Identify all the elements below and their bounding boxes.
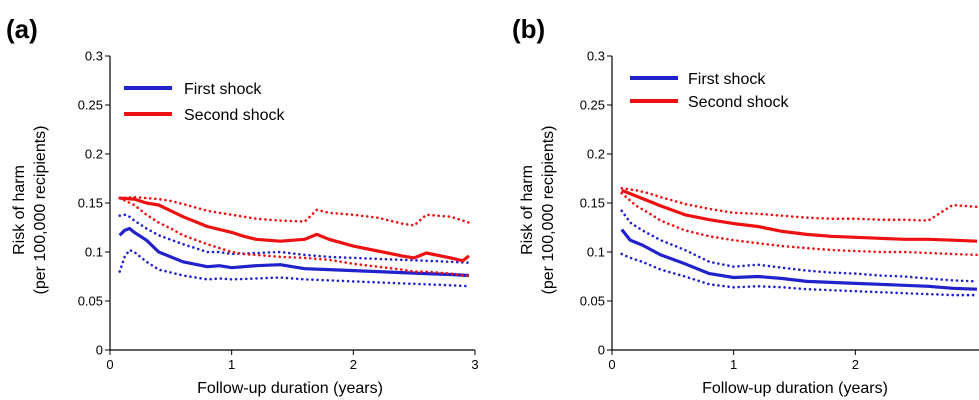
panel-a-y-axis-title-line1: Risk of harm (11, 165, 28, 255)
panel-b-y-axis-title-line1: Risk of harm (519, 165, 536, 255)
panel-b-x-tick-label: 1 (730, 357, 737, 372)
panel-a-x-tick-label: 2 (350, 357, 357, 372)
panel-b-first-shock-line (620, 228, 978, 291)
panel-a-y-axis-title-line2: (per 100,000 recipients) (32, 126, 49, 295)
panel-a-legend-second: Second shock (184, 107, 286, 124)
panel-b-y-tick-label: 0.3 (587, 49, 605, 64)
panel-a-second-shock-lower-bound (118, 196, 471, 277)
panel-b: (b) 0 0.05 0.1 0.15 0.2 0.25 0.3 0 1 2 Follow-up … (512, 14, 979, 397)
panel-a-x-tick-label: 1 (228, 357, 235, 372)
panel-b-x-tick-label: 0 (608, 357, 615, 372)
plot-a: 0 0.05 0.1 0.15 0.2 0.25 0.3 0 1 2 3 (78, 49, 479, 373)
panel-a-second-shock-line (119, 196, 470, 263)
panel-a-x-axis-title: Follow-up duration (years) (197, 380, 383, 397)
panel-b-second-shock-upper-bound (620, 187, 979, 222)
panel-b-y-tick-label: 0.2 (587, 147, 605, 162)
panel-b-y-tick-label: 0.05 (580, 294, 605, 309)
panel-b-first-shock-lower-bound (620, 252, 979, 297)
panel-a: (a) 0 0.05 0.1 0.15 0.2 0.25 0.3 0 1 2 3 Follow-up… (6, 14, 479, 397)
panel-b-first-shock-upper-bound (620, 209, 979, 283)
panel-a-first-shock-lower-bound (118, 248, 471, 288)
panel-a-y-tick-label: 0.25 (78, 98, 103, 113)
panel-b-legend-second: Second shock (688, 94, 790, 111)
panel-b-y-tick-label: 0 (598, 343, 605, 358)
panel-a-legend-first: First shock (184, 81, 262, 98)
panel-b-second-shock-line (621, 188, 978, 243)
panel-b-legend-first: First shock (688, 71, 766, 88)
panel-a-y-tick-label: 0.2 (85, 147, 103, 162)
panel-b-y-tick-label: 0.15 (580, 196, 605, 211)
panel-a-y-tick-label: 0.05 (78, 294, 103, 309)
panel-b-x-tick-label: 2 (852, 357, 859, 372)
panel-a-legend: First shock Second shock (124, 81, 286, 124)
panel-b-legend: First shock Second shock (630, 71, 790, 111)
plot-b: 0 0.05 0.1 0.15 0.2 0.25 0.3 0 1 2 (580, 49, 979, 372)
panel-a-x-tick-label: 3 (471, 357, 478, 372)
panel-b-letter: (b) (512, 14, 545, 44)
panel-b-second-shock-lower-bound (620, 191, 979, 257)
panel-a-letter: (a) (6, 14, 38, 44)
panel-a-x-tick-label: 0 (106, 357, 113, 372)
panel-a-first-shock-line (118, 226, 469, 278)
panel-a-y-tick-label: 0 (96, 343, 103, 358)
panel-b-y-tick-label: 0.25 (580, 98, 605, 113)
panel-a-y-tick-label: 0.1 (85, 245, 103, 260)
panel-b-y-axis-title-line2: (per 100,000 recipients) (540, 126, 557, 295)
panel-a-second-shock-upper-bound (118, 195, 471, 227)
panel-a-y-tick-label: 0.15 (78, 196, 103, 211)
panel-a-y-tick-label: 0.3 (85, 49, 103, 64)
panel-b-y-tick-label: 0.1 (587, 245, 605, 260)
panel-b-x-axis-title: Follow-up duration (years) (702, 380, 888, 397)
